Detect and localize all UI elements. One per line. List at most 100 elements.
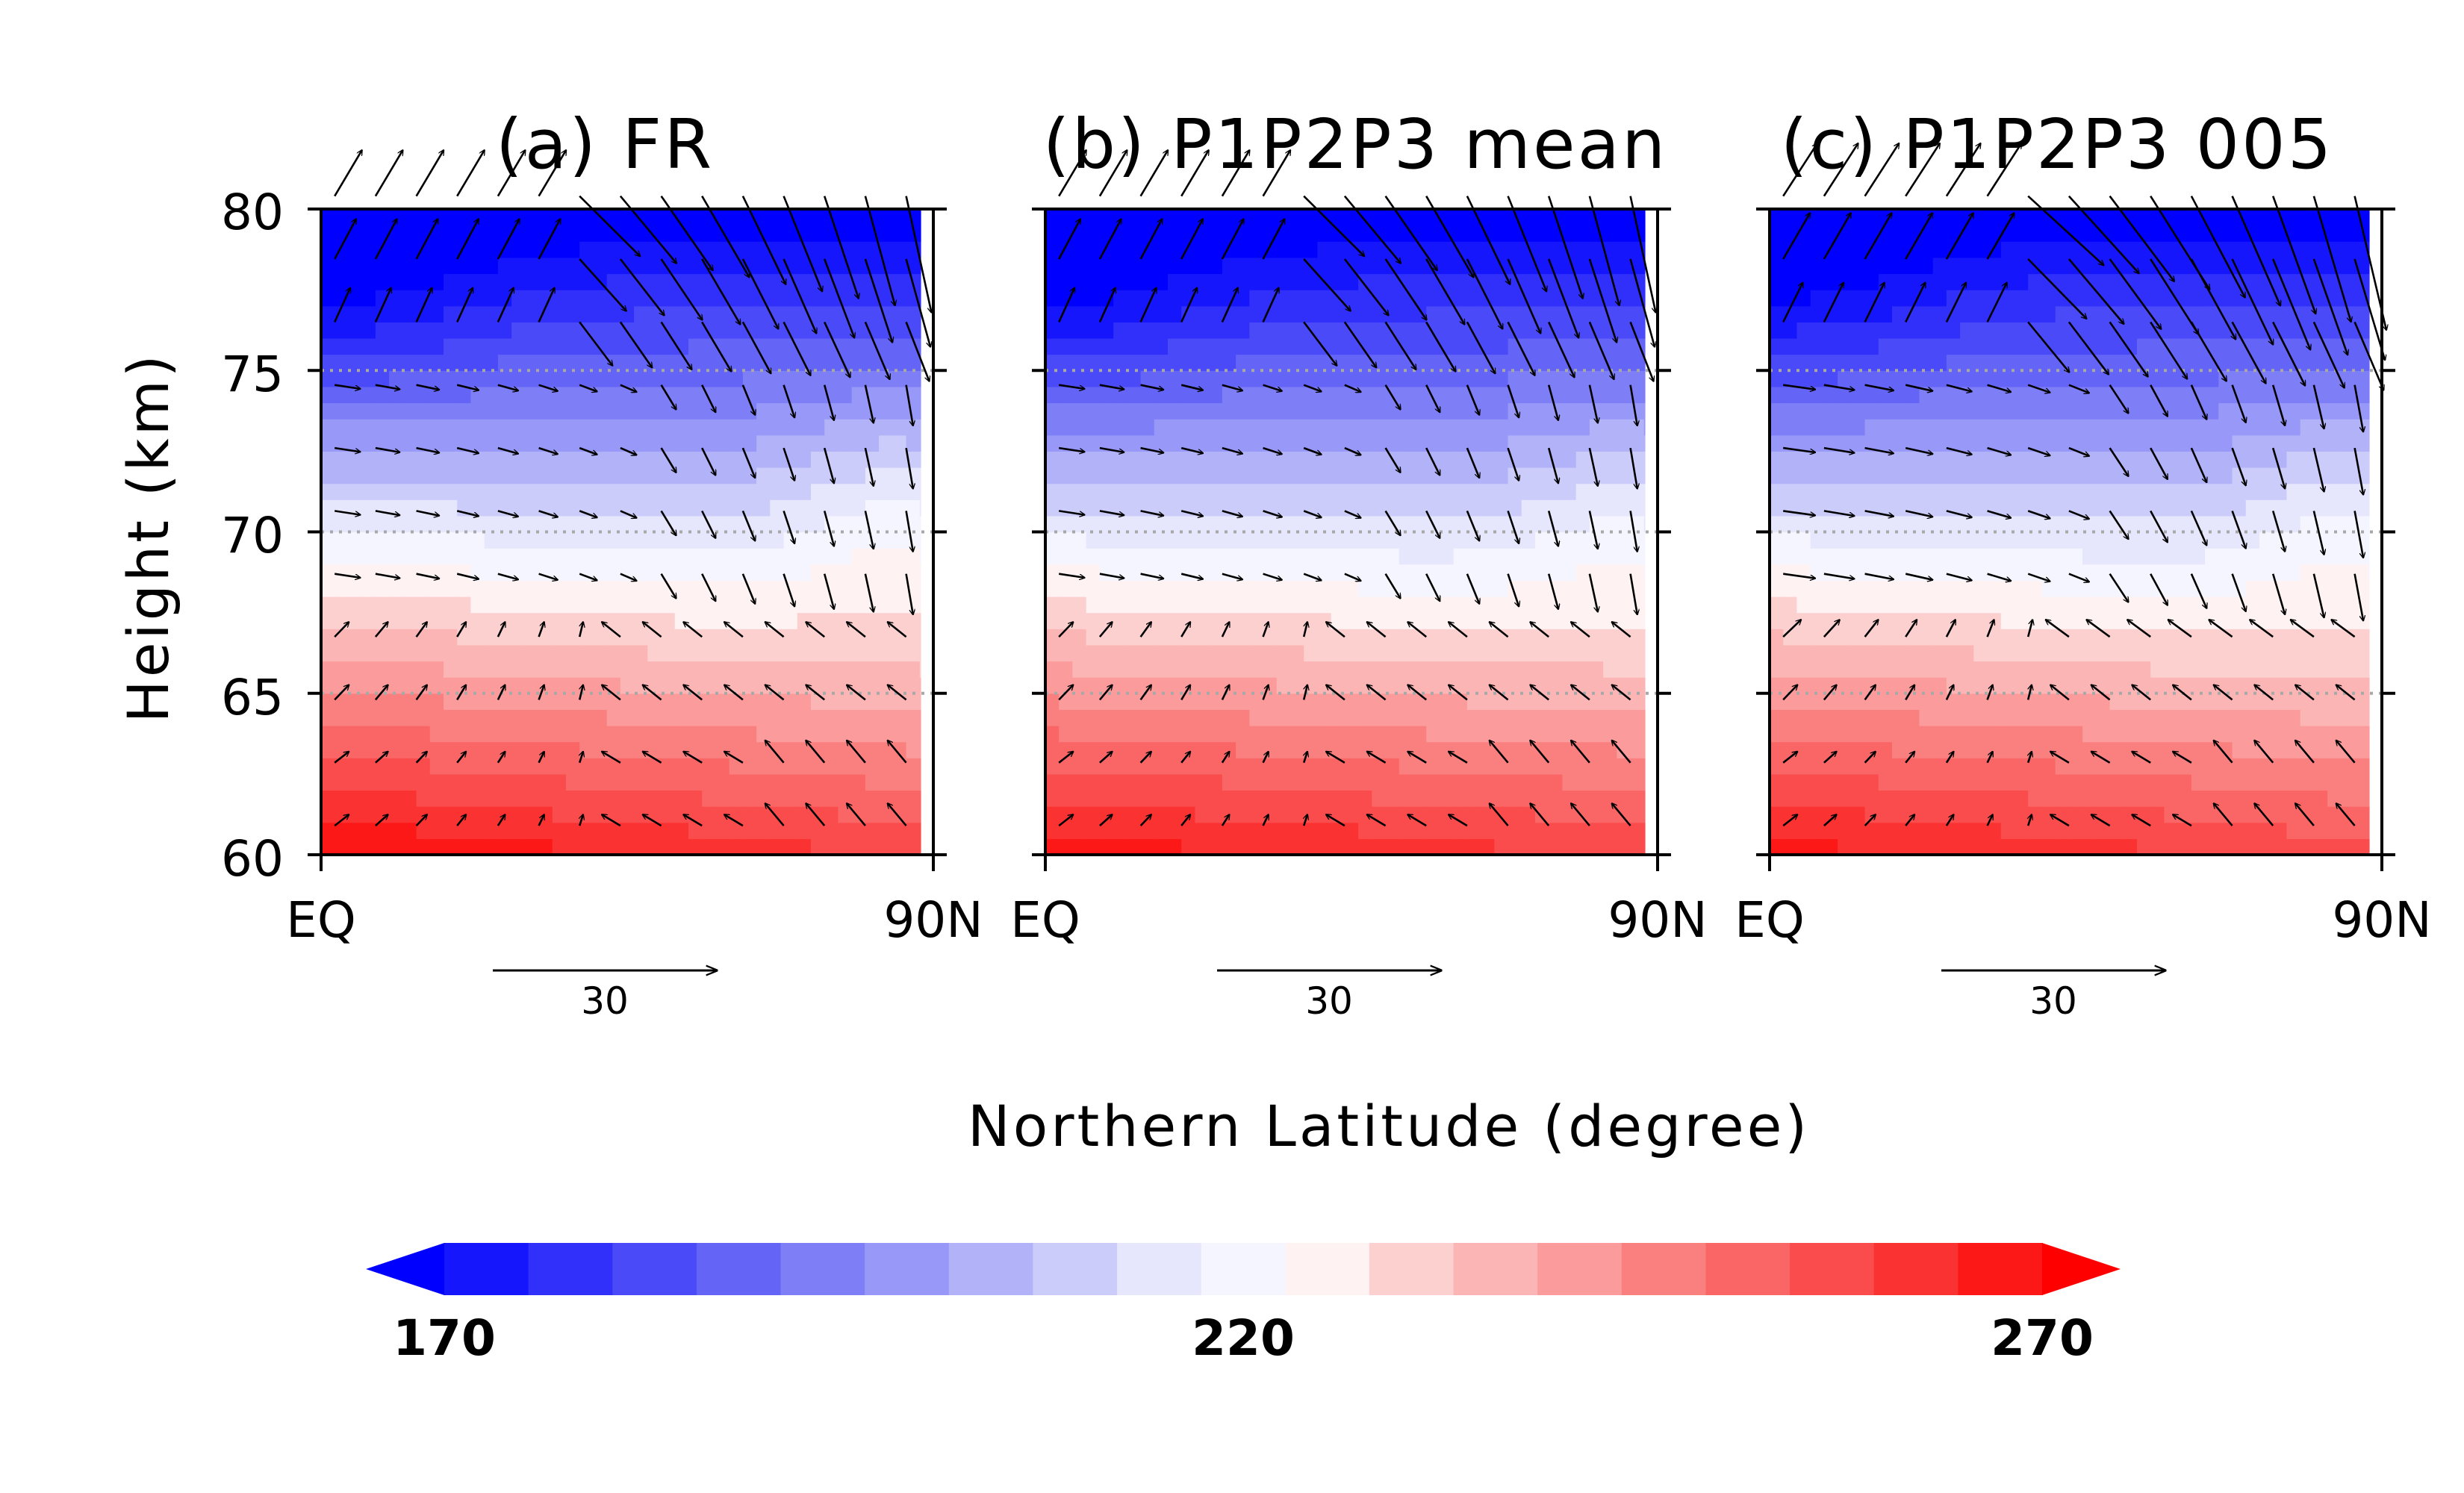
wind-vector <box>888 685 907 701</box>
temperature-cell <box>1575 790 1590 807</box>
temperature-cell <box>1331 483 1345 500</box>
temperature-cell <box>1072 305 1087 322</box>
wind-vector <box>375 752 388 764</box>
wind-vector <box>701 447 717 476</box>
temperature-cell <box>1453 580 1468 597</box>
wind-vector <box>888 622 907 638</box>
temperature-cell <box>2109 773 2124 791</box>
temperature-cell <box>674 467 689 484</box>
temperature-cell <box>1385 661 1400 678</box>
temperature-cell <box>1440 629 1455 646</box>
wind-vector <box>602 622 621 638</box>
temperature-cell <box>1481 790 1495 807</box>
temperature-cell <box>1589 305 1604 322</box>
temperature-cell <box>2000 515 2015 533</box>
temperature-cell <box>361 806 376 823</box>
temperature-cell <box>879 644 893 662</box>
temperature-cell <box>688 822 703 839</box>
temperature-cell <box>1113 273 1127 290</box>
temperature-cell <box>1864 273 1879 290</box>
temperature-cell <box>1603 596 1617 614</box>
temperature-cell <box>851 499 866 517</box>
temperature-cell <box>1127 483 1142 500</box>
temperature-cell <box>2000 419 2015 436</box>
temperature-cell <box>1140 467 1155 484</box>
temperature-cell <box>674 773 689 791</box>
temperature-cell <box>1494 354 1509 371</box>
temperature-cell <box>2015 257 2029 275</box>
temperature-cell <box>566 693 580 710</box>
temperature-cell <box>1086 644 1101 662</box>
wind-vector <box>905 321 930 381</box>
temperature-cell <box>1878 434 1893 452</box>
wind-vector <box>1571 803 1590 826</box>
temperature-cell <box>1317 709 1332 726</box>
temperature-cell <box>715 773 730 791</box>
temperature-cell <box>1236 273 1250 290</box>
temperature-cell <box>538 386 553 404</box>
temperature-cell <box>2000 434 2015 452</box>
temperature-cell <box>1932 532 1947 549</box>
temperature-cell <box>1099 580 1114 597</box>
temperature-cell <box>1905 419 1920 436</box>
temperature-cell <box>1535 257 1549 275</box>
temperature-cell <box>1987 548 2002 565</box>
temperature-cell <box>1181 370 1196 387</box>
temperature-cell <box>348 451 363 468</box>
temperature-cell <box>742 370 757 387</box>
temperature-cell <box>593 305 608 322</box>
temperature-cell <box>2082 467 2097 484</box>
temperature-cell <box>1195 483 1210 500</box>
temperature-cell <box>1059 434 1074 452</box>
temperature-cell <box>1919 806 1934 823</box>
temperature-cell <box>1086 773 1101 791</box>
temperature-cell <box>321 434 335 452</box>
temperature-cell <box>2041 758 2056 775</box>
temperature-cell <box>1562 693 1577 710</box>
temperature-cell <box>1195 773 1210 791</box>
temperature-cell <box>1208 370 1223 387</box>
temperature-cell <box>1960 612 1974 629</box>
temperature-cell <box>1208 451 1223 468</box>
temperature-cell <box>1236 467 1250 484</box>
temperature-cell <box>1195 225 1210 242</box>
temperature-cell <box>1304 726 1319 743</box>
temperature-cell <box>1331 451 1345 468</box>
temperature-cell <box>824 338 839 355</box>
temperature-cell <box>1932 451 1947 468</box>
temperature-cell <box>906 467 921 484</box>
temperature-cell <box>1946 838 1961 855</box>
wind-vector <box>456 446 479 453</box>
temperature-cell <box>1127 241 1142 258</box>
temperature-cell <box>2041 741 2056 758</box>
temperature-cell <box>402 257 417 275</box>
temperature-cell <box>1249 419 1264 436</box>
temperature-cell <box>1770 838 1784 855</box>
temperature-cell <box>783 773 798 791</box>
temperature-cell <box>2000 273 2015 290</box>
temperature-cell <box>1385 338 1400 355</box>
temperature-cell <box>634 515 648 533</box>
temperature-cell <box>444 644 458 662</box>
temperature-cell <box>1426 661 1441 678</box>
temperature-cell <box>1222 257 1236 275</box>
temperature-cell <box>2082 532 2097 549</box>
temperature-cell <box>1562 434 1577 452</box>
temperature-cell <box>1823 773 1838 791</box>
panel-b-x-tick-90n: 90N <box>1608 891 1707 949</box>
temperature-cell <box>1770 515 1784 533</box>
temperature-cell <box>1575 386 1590 404</box>
temperature-cell <box>851 726 866 743</box>
temperature-cell <box>321 451 335 468</box>
temperature-cell <box>783 483 798 500</box>
temperature-cell <box>1059 758 1074 775</box>
temperature-cell <box>1331 419 1345 436</box>
temperature-cell <box>1905 434 1920 452</box>
temperature-cell <box>1770 305 1784 322</box>
temperature-cell <box>1905 693 1920 710</box>
temperature-cell <box>1195 806 1210 823</box>
wind-vector <box>456 814 466 826</box>
wind-vector <box>1139 752 1151 764</box>
temperature-cell <box>1086 241 1101 258</box>
temperature-cell <box>1181 402 1196 420</box>
